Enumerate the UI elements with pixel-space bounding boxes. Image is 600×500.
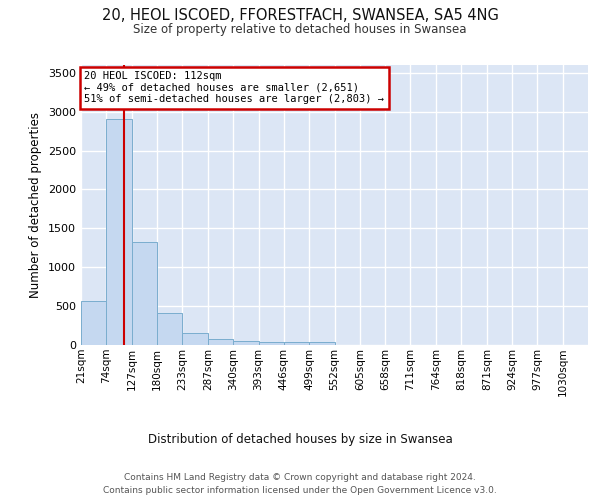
Bar	[233, 340, 259, 345]
Bar	[81, 302, 106, 345]
Text: 20, HEOL ISCOED, FFORESTFACH, SWANSEA, SA5 4NG: 20, HEOL ISCOED, FFORESTFACH, SWANSEA, S…	[101, 8, 499, 22]
Bar	[182, 333, 208, 345]
Y-axis label: Number of detached properties: Number of detached properties	[29, 112, 43, 298]
Bar	[131, 242, 157, 345]
Text: Distribution of detached houses by size in Swansea: Distribution of detached houses by size …	[148, 432, 452, 446]
Bar	[259, 342, 284, 345]
Text: Size of property relative to detached houses in Swansea: Size of property relative to detached ho…	[133, 22, 467, 36]
Bar	[208, 339, 233, 345]
Text: Contains HM Land Registry data © Crown copyright and database right 2024.
Contai: Contains HM Land Registry data © Crown c…	[103, 474, 497, 495]
Bar	[309, 342, 335, 345]
Bar	[284, 342, 309, 345]
Bar	[157, 313, 182, 345]
Text: 20 HEOL ISCOED: 112sqm
← 49% of detached houses are smaller (2,651)
51% of semi-: 20 HEOL ISCOED: 112sqm ← 49% of detached…	[85, 71, 385, 104]
Bar	[106, 120, 131, 345]
